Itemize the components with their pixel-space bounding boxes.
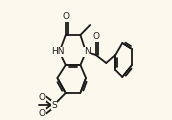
Text: O: O — [39, 108, 46, 117]
Text: O: O — [39, 93, 46, 102]
Text: N: N — [84, 48, 91, 57]
Text: S: S — [51, 101, 57, 109]
Text: O: O — [62, 12, 69, 21]
Text: HN: HN — [52, 48, 65, 57]
Text: O: O — [92, 32, 99, 41]
